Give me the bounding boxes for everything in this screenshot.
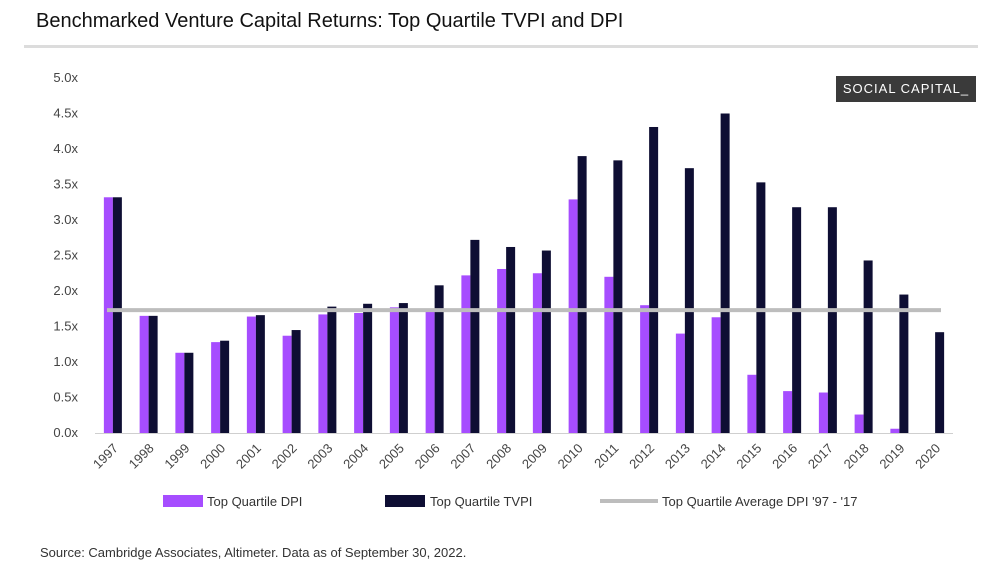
x-tick-label: 2008 bbox=[483, 441, 514, 472]
x-tick-label: 1999 bbox=[161, 441, 192, 472]
x-tick-label: 1998 bbox=[126, 441, 157, 472]
tvpi-bar bbox=[255, 315, 265, 433]
dpi-bar bbox=[783, 391, 793, 433]
x-tick-label: 2014 bbox=[698, 441, 729, 472]
x-tick-label: 2011 bbox=[591, 441, 621, 471]
dpi-bar bbox=[103, 197, 113, 433]
legend-label-avg: Top Quartile Average DPI '97 - '17 bbox=[662, 494, 858, 509]
tvpi-bar bbox=[506, 246, 516, 433]
tvpi-bar bbox=[363, 303, 373, 433]
y-tick-label: 3.0x bbox=[53, 212, 78, 227]
tvpi-bar bbox=[327, 306, 337, 433]
dpi-bar bbox=[175, 352, 185, 433]
tvpi-bar bbox=[398, 303, 408, 433]
x-tick-label: 2015 bbox=[733, 441, 764, 472]
dpi-bar bbox=[640, 305, 650, 433]
dpi-bar bbox=[675, 333, 685, 433]
x-tick-label: 2019 bbox=[876, 441, 907, 472]
tvpi-bar bbox=[184, 352, 194, 433]
x-axis: 1997 1998 1999 2000 2001 2002 2003 2004 2005 2006… bbox=[90, 441, 943, 472]
dpi-bar bbox=[389, 307, 399, 433]
dpi-bar bbox=[854, 414, 864, 433]
page-title: Benchmarked Venture Capital Returns: Top… bbox=[36, 10, 624, 32]
dpi-bar bbox=[211, 342, 221, 433]
dpi-bar bbox=[318, 314, 328, 433]
y-tick-label: 0.5x bbox=[53, 390, 78, 405]
x-tick-label: 2002 bbox=[269, 441, 300, 472]
source-note: Source: Cambridge Associates, Altimeter.… bbox=[40, 545, 467, 560]
tvpi-bar bbox=[470, 239, 480, 433]
x-tick-label: 2007 bbox=[447, 441, 478, 472]
tvpi-bar bbox=[577, 156, 587, 433]
dpi-bar bbox=[604, 276, 614, 433]
tvpi-bar bbox=[434, 285, 444, 433]
dpi-bar bbox=[747, 374, 757, 433]
dpi-series bbox=[103, 197, 900, 433]
dpi-bar bbox=[461, 275, 471, 433]
tvpi-bar bbox=[863, 260, 873, 433]
x-tick-label: 2018 bbox=[841, 441, 872, 472]
tvpi-bar bbox=[613, 160, 623, 434]
x-tick-label: 2000 bbox=[197, 441, 228, 472]
tvpi-bar bbox=[756, 182, 766, 433]
tvpi-bar bbox=[291, 330, 301, 433]
tvpi-bar bbox=[792, 207, 802, 433]
tvpi-bar bbox=[720, 113, 730, 433]
legend-swatch-tvpi bbox=[385, 495, 425, 507]
y-axis: 0.0x 0.5x 1.0x 1.5x 2.0x 2.5x 3.0x 3.5x 4.0x 4.5x… bbox=[53, 70, 78, 440]
tvpi-bar bbox=[935, 332, 945, 433]
y-tick-label: 0.0x bbox=[53, 425, 78, 440]
tvpi-bar bbox=[684, 168, 694, 434]
dpi-bar bbox=[532, 273, 542, 433]
dpi-bar bbox=[282, 335, 292, 433]
y-tick-label: 1.5x bbox=[53, 319, 78, 334]
x-tick-label: 2005 bbox=[376, 441, 407, 472]
tvpi-series bbox=[112, 113, 945, 434]
brand-logo: SOCIAL CAPITAL_ bbox=[836, 76, 976, 102]
legend-label-tvpi: Top Quartile TVPI bbox=[430, 494, 532, 509]
dpi-bar bbox=[818, 392, 828, 433]
x-tick-label: 2012 bbox=[626, 441, 657, 472]
x-tick-label: 2016 bbox=[769, 441, 800, 472]
y-tick-label: 2.5x bbox=[53, 248, 78, 263]
legend-label-dpi: Top Quartile DPI bbox=[207, 494, 302, 509]
y-tick-label: 5.0x bbox=[53, 70, 78, 85]
tvpi-bar bbox=[899, 294, 909, 433]
x-tick-label: 2006 bbox=[412, 441, 443, 472]
x-tick-label: 2004 bbox=[340, 441, 371, 472]
dpi-bar bbox=[497, 268, 507, 433]
x-tick-label: 2003 bbox=[304, 441, 335, 472]
dpi-bar bbox=[425, 310, 435, 433]
y-tick-label: 2.0x bbox=[53, 283, 78, 298]
dpi-bar bbox=[354, 313, 364, 433]
dpi-bar bbox=[568, 199, 578, 433]
y-tick-label: 1.0x bbox=[53, 354, 78, 369]
tvpi-bar bbox=[148, 315, 158, 433]
x-tick-label: 2009 bbox=[519, 441, 550, 472]
x-tick-label: 2013 bbox=[662, 441, 693, 472]
tvpi-bar bbox=[220, 340, 230, 433]
dpi-bar bbox=[139, 315, 149, 433]
x-tick-label: 2001 bbox=[233, 441, 264, 472]
x-tick-label: 2020 bbox=[912, 441, 943, 472]
dpi-bar bbox=[711, 317, 721, 433]
legend-swatch-dpi bbox=[163, 495, 203, 507]
y-tick-label: 4.5x bbox=[53, 106, 78, 121]
x-tick-label: 2010 bbox=[555, 441, 586, 472]
x-tick-label: 1997 bbox=[90, 441, 121, 472]
tvpi-bar bbox=[649, 126, 659, 434]
legend: Top Quartile DPI Top Quartile TVPI Top Qua… bbox=[163, 494, 858, 509]
tvpi-bar bbox=[112, 197, 122, 433]
tvpi-bar bbox=[827, 207, 837, 433]
title-divider bbox=[24, 45, 978, 48]
y-tick-label: 3.5x bbox=[53, 177, 78, 192]
x-tick-label: 2017 bbox=[805, 441, 836, 472]
dpi-bar bbox=[890, 428, 900, 433]
y-tick-label: 4.0x bbox=[53, 141, 78, 156]
dpi-bar bbox=[246, 316, 256, 433]
tvpi-bar bbox=[541, 250, 551, 433]
